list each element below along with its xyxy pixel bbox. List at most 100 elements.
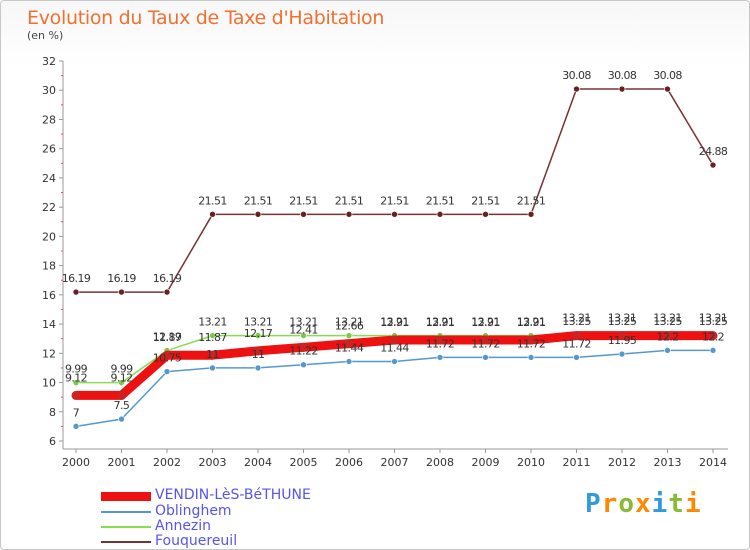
data-point [527,354,535,361]
x-tick-label: 2007 [381,456,409,469]
data-label: 21.51 [517,194,546,207]
data-label: 13.25 [653,315,682,328]
data-point [209,332,216,339]
data-label: 7 [73,406,80,419]
data-label: 13.21 [562,312,591,325]
data-label: 13.21 [244,316,273,329]
data-point [118,415,125,423]
data-label: 13.21 [653,312,682,325]
data-label: 16.19 [62,272,91,285]
y-tick-label: 6 [49,435,56,448]
logo-letter: r [601,489,619,519]
x-tick-label: 2013 [654,456,682,469]
data-point [209,364,216,372]
data-label: 21.51 [335,194,364,207]
data-point [300,332,307,339]
y-tick-label: 22 [42,201,56,214]
data-point [573,354,580,361]
data-label: 11.44 [380,341,409,354]
proxiti-logo: Proxiti [585,489,702,519]
y-tick-label: 18 [42,260,56,273]
data-point [117,390,126,400]
data-label: 21.51 [380,194,409,207]
data-point [72,288,80,296]
data-point [618,85,626,93]
data-label: 30.08 [562,69,591,82]
y-tick-label: 32 [42,55,56,68]
data-point [481,335,490,345]
logo-letter: o [618,489,635,519]
data-point [345,358,353,365]
data-label: 9.12 [110,371,132,384]
data-point [527,211,535,218]
logo-letter: P [585,489,602,519]
data-label: 11.72 [562,337,591,350]
x-tick-label: 2014 [699,456,727,469]
data-point [391,358,398,365]
y-tick-label: 26 [42,143,56,156]
data-label: 30.08 [608,69,637,82]
logo-letter: i [684,489,702,519]
data-label: 13.21 [608,312,637,325]
data-label: 9.12 [65,371,87,384]
data-label: 13.21 [517,316,546,329]
data-label: 11.72 [471,337,500,350]
data-point [345,332,353,339]
data-point [118,379,125,386]
x-tick-label: 2004 [244,456,272,469]
data-point [709,347,717,354]
data-label: 13.25 [608,315,637,328]
x-tick-label: 2010 [517,456,545,469]
y-tick-label: 24 [42,172,56,185]
data-point [572,331,581,341]
x-tick-label: 2001 [108,456,136,469]
data-label: 13.25 [562,315,591,328]
data-label: 11.95 [608,334,637,347]
data-label: 12.91 [380,316,409,329]
data-label: 21.51 [244,194,273,207]
data-label: 21.51 [426,194,455,207]
data-point [209,211,216,218]
legend-label: Annezin [155,518,212,534]
x-tick-label: 2012 [608,456,636,469]
data-label: 13.21 [699,312,728,325]
data-point [72,423,80,430]
data-point [664,85,671,93]
chart-subtitle: (en %) [27,29,64,42]
data-label: 21.51 [289,194,318,207]
data-point [299,342,308,352]
x-tick-label: 2003 [199,456,227,469]
logo-letter: t [668,489,685,519]
data-point [436,211,444,218]
data-label: 12.19 [153,331,182,344]
data-point [208,350,217,360]
y-tick-label: 16 [42,289,56,302]
data-label: 7.5 [114,399,130,412]
data-label: 11.87 [153,331,182,344]
data-point [162,350,172,360]
data-label: 13.21 [426,316,455,329]
data-label: 11.72 [517,337,546,350]
data-label: 21.51 [471,194,500,207]
data-label: 12.66 [335,320,364,333]
data-label: 13.21 [335,316,364,329]
data-point [526,335,536,345]
data-label: 12.41 [289,323,318,336]
x-tick-label: 2006 [335,456,363,469]
y-tick-label: 10 [42,377,56,390]
data-label: 11.87 [198,331,227,344]
data-label: 12.2 [702,330,724,343]
data-label: 21.51 [198,194,227,207]
data-label: 11.22 [289,345,318,358]
data-point [300,361,307,369]
legend-label: Fouquereuil [155,533,238,549]
x-tick-label: 2009 [472,456,500,469]
data-label: 13.21 [289,316,318,329]
data-label: 9.99 [110,363,133,376]
legend-swatch [101,526,151,528]
data-label: 12.91 [471,316,500,329]
data-label: 30.08 [653,69,682,82]
data-point [617,331,627,341]
x-tick-label: 2008 [426,456,454,469]
data-label: 11 [206,348,219,361]
